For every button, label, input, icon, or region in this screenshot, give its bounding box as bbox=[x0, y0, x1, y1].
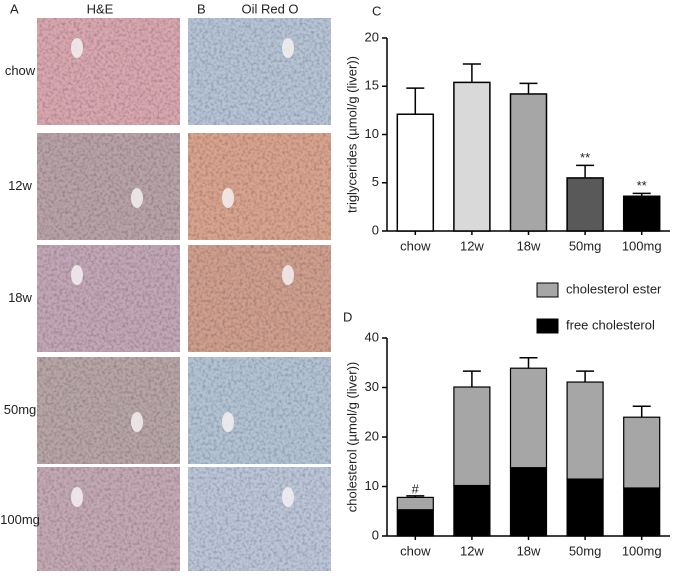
row-label: chow bbox=[5, 63, 36, 78]
bar-segment bbox=[566, 381, 604, 480]
micrograph bbox=[188, 133, 331, 240]
panel-label: B bbox=[197, 1, 206, 16]
legend-label: free cholesterol bbox=[566, 317, 655, 332]
x-tick-label: 50mg bbox=[569, 543, 602, 558]
annotation: # bbox=[412, 481, 420, 496]
y-tick-label: 10 bbox=[365, 478, 379, 493]
panel-title: H&E bbox=[87, 1, 114, 16]
panel-label: C bbox=[372, 3, 381, 18]
vessel bbox=[282, 38, 294, 58]
y-tick-label: 20 bbox=[365, 29, 379, 44]
y-tick-label: 0 bbox=[372, 222, 379, 237]
x-tick-label: chow bbox=[400, 543, 431, 558]
bar bbox=[453, 81, 491, 232]
legend-label: cholesterol ester bbox=[566, 281, 662, 296]
micrograph bbox=[188, 357, 331, 464]
bar-segment bbox=[396, 496, 434, 511]
vessel bbox=[282, 265, 294, 285]
micrograph bbox=[188, 467, 331, 574]
bar bbox=[566, 177, 604, 232]
bar-segment bbox=[453, 386, 491, 487]
bar bbox=[509, 93, 548, 232]
x-tick-label: 100mg bbox=[622, 238, 662, 253]
micrograph bbox=[37, 467, 180, 574]
bar-segment bbox=[623, 487, 661, 537]
vessel bbox=[71, 487, 83, 507]
y-tick-label: 15 bbox=[365, 78, 379, 93]
x-tick-label: 18w bbox=[517, 238, 541, 253]
bar bbox=[396, 113, 435, 232]
y-tick-label: 20 bbox=[365, 428, 379, 443]
row-label: 12w bbox=[8, 178, 32, 193]
vessel bbox=[222, 188, 234, 208]
vessel bbox=[131, 412, 143, 432]
micrograph bbox=[188, 18, 331, 125]
bar-segment bbox=[396, 509, 434, 537]
y-tick-label: 10 bbox=[365, 126, 379, 141]
bar-segment bbox=[453, 484, 491, 537]
panel-label: D bbox=[343, 309, 352, 324]
vessel bbox=[282, 487, 294, 507]
y-axis-label: cholesterol (µmol/g (liver)) bbox=[344, 362, 359, 513]
x-tick-label: 12w bbox=[460, 238, 484, 253]
annotation: ** bbox=[637, 178, 647, 193]
y-tick-label: 40 bbox=[365, 329, 379, 344]
bar-segment bbox=[509, 467, 548, 537]
x-tick-label: 12w bbox=[460, 543, 484, 558]
micrograph bbox=[37, 18, 180, 125]
micrograph bbox=[188, 245, 331, 352]
vessel bbox=[222, 412, 234, 432]
row-label: 50mg bbox=[4, 402, 37, 417]
micrograph bbox=[37, 133, 180, 240]
y-tick-label: 30 bbox=[365, 379, 379, 394]
micrograph bbox=[37, 245, 180, 352]
y-axis-label: triglycerides (µmol/g (liver)) bbox=[344, 56, 359, 213]
bar-segment bbox=[566, 478, 604, 537]
bar-segment bbox=[623, 416, 661, 489]
annotation: ** bbox=[580, 150, 590, 165]
x-tick-label: chow bbox=[400, 238, 431, 253]
vessel bbox=[71, 265, 83, 285]
x-tick-label: 100mg bbox=[622, 543, 662, 558]
micrograph bbox=[37, 357, 180, 464]
y-tick-label: 0 bbox=[372, 527, 379, 542]
bar bbox=[622, 195, 661, 232]
panel-title: Oil Red O bbox=[241, 1, 298, 16]
panel-label: A bbox=[10, 1, 19, 16]
vessel bbox=[71, 38, 83, 58]
row-label: 100mg bbox=[0, 512, 40, 527]
legend-swatch bbox=[536, 282, 559, 298]
x-tick-label: 18w bbox=[517, 543, 541, 558]
row-label: 18w bbox=[8, 290, 32, 305]
x-tick-label: 50mg bbox=[569, 238, 602, 253]
bar-segment bbox=[509, 367, 548, 469]
vessel bbox=[131, 188, 143, 208]
y-tick-label: 5 bbox=[372, 174, 379, 189]
legend-swatch bbox=[536, 318, 559, 334]
